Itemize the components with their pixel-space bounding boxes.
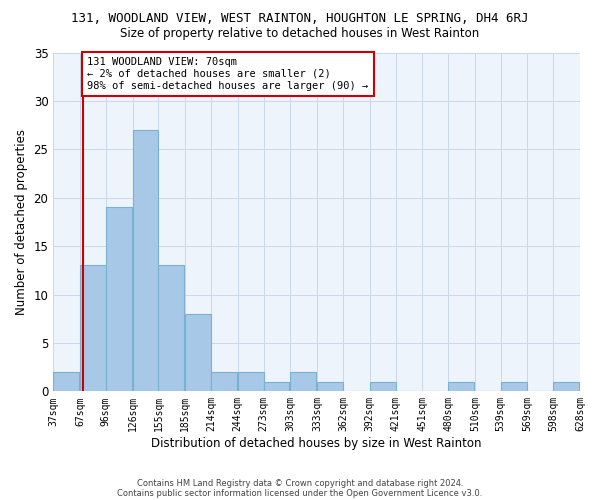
Text: Contains public sector information licensed under the Open Government Licence v3: Contains public sector information licen…: [118, 488, 482, 498]
Bar: [106, 208, 132, 392]
Bar: [80, 266, 106, 392]
Bar: [448, 382, 474, 392]
Text: Size of property relative to detached houses in West Rainton: Size of property relative to detached ho…: [121, 28, 479, 40]
Bar: [317, 382, 343, 392]
Bar: [263, 382, 289, 392]
Y-axis label: Number of detached properties: Number of detached properties: [15, 129, 28, 315]
Bar: [53, 372, 79, 392]
Bar: [553, 382, 579, 392]
Bar: [370, 382, 395, 392]
X-axis label: Distribution of detached houses by size in West Rainton: Distribution of detached houses by size …: [151, 437, 482, 450]
Bar: [185, 314, 211, 392]
Text: Contains HM Land Registry data © Crown copyright and database right 2024.: Contains HM Land Registry data © Crown c…: [137, 478, 463, 488]
Text: 131, WOODLAND VIEW, WEST RAINTON, HOUGHTON LE SPRING, DH4 6RJ: 131, WOODLAND VIEW, WEST RAINTON, HOUGHT…: [71, 12, 529, 26]
Text: 131 WOODLAND VIEW: 70sqm
← 2% of detached houses are smaller (2)
98% of semi-det: 131 WOODLAND VIEW: 70sqm ← 2% of detache…: [87, 58, 368, 90]
Bar: [238, 372, 263, 392]
Bar: [500, 382, 527, 392]
Bar: [290, 372, 316, 392]
Bar: [133, 130, 158, 392]
Bar: [211, 372, 237, 392]
Bar: [158, 266, 184, 392]
